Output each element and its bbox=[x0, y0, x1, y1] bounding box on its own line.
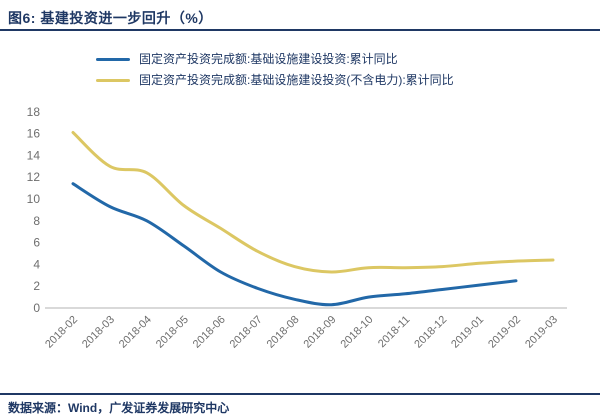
y-tick-label: 14 bbox=[27, 148, 41, 162]
x-tick-label: 2019-02 bbox=[486, 314, 523, 351]
legend-label: 固定资产投资完成额:基础设施建设投资:累计同比 bbox=[139, 52, 398, 66]
legend-swatch-yellow bbox=[96, 79, 130, 82]
y-tick-label: 2 bbox=[33, 279, 40, 293]
x-tick-label: 2018-08 bbox=[265, 314, 302, 351]
footer-divider bbox=[0, 393, 600, 395]
x-tick-label: 2018-12 bbox=[412, 314, 449, 351]
x-tick-label: 2018-07 bbox=[228, 314, 265, 351]
legend-label: 固定资产投资完成额:基础设施建设投资(不含电力):累计同比 bbox=[139, 73, 454, 87]
figure-title: 图6: 基建投资进一步回升（%） bbox=[8, 10, 213, 26]
title-divider bbox=[0, 29, 600, 31]
data-source: 数据来源：Wind，广发证券发展研究中心 bbox=[8, 401, 230, 415]
y-tick-label: 16 bbox=[27, 127, 41, 141]
legend-swatch-blue bbox=[96, 58, 130, 61]
y-tick-label: 12 bbox=[27, 170, 41, 184]
y-axis-labels: 0 2 4 6 8 10 12 14 16 18 bbox=[27, 105, 41, 315]
y-tick-label: 10 bbox=[27, 192, 41, 206]
x-tick-label: 2018-05 bbox=[154, 314, 191, 351]
x-tick-label: 2019-03 bbox=[523, 314, 560, 351]
legend-item: 固定资产投资完成额:基础设施建设投资(不含电力):累计同比 bbox=[96, 70, 454, 91]
y-tick-label: 8 bbox=[33, 214, 40, 228]
x-tick-label: 2018-03 bbox=[80, 314, 117, 351]
x-tick-label: 2018-04 bbox=[117, 314, 154, 351]
x-tick-label: 2018-09 bbox=[301, 314, 338, 351]
x-tick-label: 2019-01 bbox=[449, 314, 486, 351]
series-line-0 bbox=[71, 182, 518, 307]
x-tick-label: 2018-10 bbox=[338, 314, 375, 351]
y-tick-label: 0 bbox=[33, 301, 40, 315]
series-line-1 bbox=[71, 131, 555, 274]
x-tick-label: 2018-02 bbox=[43, 314, 80, 351]
y-tick-label: 4 bbox=[33, 257, 40, 271]
x-tick-label: 2018-06 bbox=[191, 314, 228, 351]
legend-item: 固定资产投资完成额:基础设施建设投资:累计同比 bbox=[96, 49, 454, 70]
x-tick-label: 2018-11 bbox=[376, 314, 412, 350]
y-tick-label: 6 bbox=[33, 236, 40, 250]
y-tick-label: 18 bbox=[27, 105, 41, 119]
x-axis-labels: 2018-02 2018-03 2018-04 2018-05 2018-06 2018-… bbox=[43, 314, 560, 351]
legend: 固定资产投资完成额:基础设施建设投资:累计同比 固定资产投资完成额:基础设施建设… bbox=[96, 49, 454, 91]
